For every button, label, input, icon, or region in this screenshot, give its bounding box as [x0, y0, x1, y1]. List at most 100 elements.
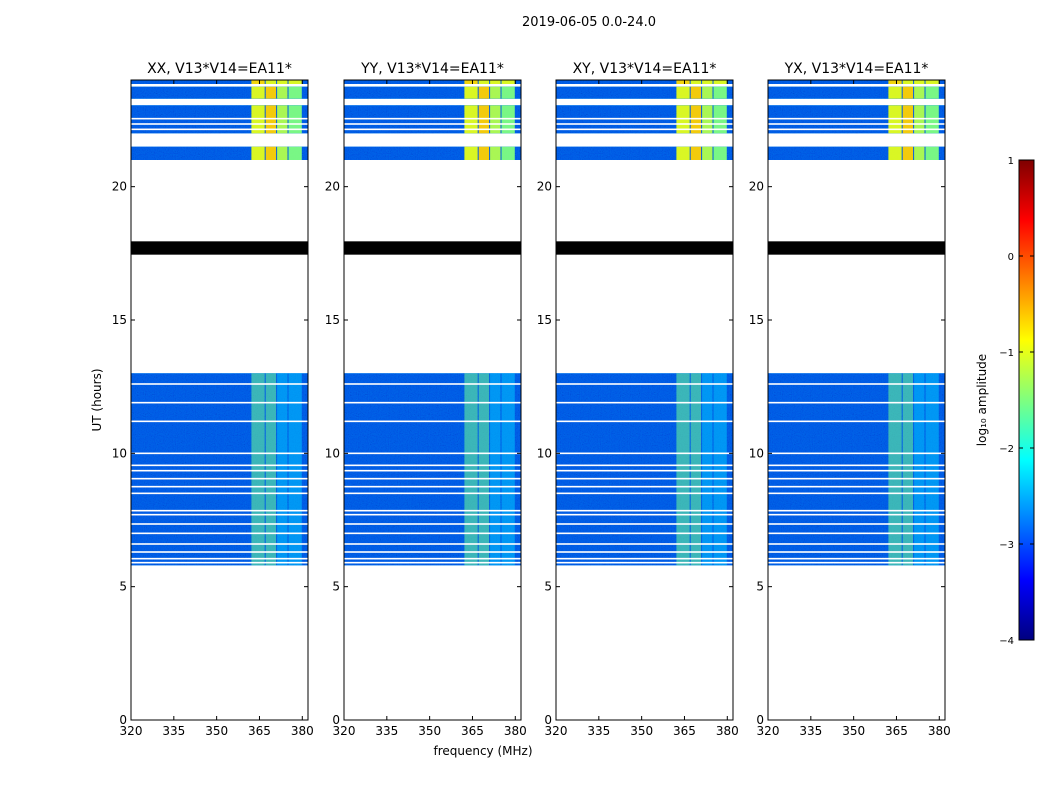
gap-line	[556, 492, 733, 495]
gap-line	[131, 557, 308, 560]
gap-line	[131, 383, 308, 385]
gap-line	[131, 561, 308, 564]
y-tick-label: 20	[537, 180, 552, 194]
rfi-band	[277, 373, 288, 566]
gap-line	[344, 543, 521, 545]
panel-frame	[767, 79, 946, 721]
colorbar: 1 0 −1 −2 −3 −4 log₁₀ amplitude	[975, 156, 1035, 647]
gap-line	[556, 551, 733, 553]
gap-line	[556, 469, 733, 472]
x-tick-label: 320	[120, 724, 143, 738]
data-block-noise	[556, 80, 733, 84]
gap-line	[556, 383, 733, 385]
rfi-band	[501, 146, 515, 160]
rfi-band	[888, 86, 902, 99]
x-tick-label: 380	[716, 724, 739, 738]
rfi-band	[490, 80, 501, 84]
rfi-band	[490, 373, 501, 566]
data-block-noise	[768, 80, 945, 84]
gap-line	[344, 383, 521, 385]
gap-line	[131, 464, 308, 467]
gap-line	[768, 401, 945, 404]
colorbar-tick-label: −2	[999, 444, 1014, 455]
gap-line	[344, 485, 521, 488]
x-tick-label: 380	[291, 724, 314, 738]
x-tick-label: 335	[799, 724, 822, 738]
gap-line	[768, 523, 945, 525]
colorbar-tick-label: −3	[999, 540, 1014, 551]
rfi-band	[277, 146, 288, 160]
rfi-band	[265, 80, 277, 84]
rfi-band	[676, 80, 690, 84]
y-tick-label: 20	[749, 180, 764, 194]
gap-line	[131, 523, 308, 525]
gap-line	[556, 523, 733, 525]
y-tick-label: 5	[119, 580, 127, 594]
y-tick-label: 5	[756, 580, 764, 594]
y-tick-label: 15	[112, 313, 127, 327]
gap-line	[344, 523, 521, 525]
x-tick-label: 335	[162, 724, 185, 738]
rfi-band	[478, 86, 490, 99]
gap-line	[344, 401, 521, 404]
y-tick-label: 0	[119, 713, 127, 727]
rfi-band	[925, 146, 939, 160]
x-tick-label: 320	[545, 724, 568, 738]
rfi-band	[690, 86, 702, 99]
gap-line	[344, 128, 521, 131]
rfi-band	[914, 373, 925, 566]
colorbar-label: log₁₀ amplitude	[975, 354, 989, 446]
rfi-band	[888, 146, 902, 160]
gap-line	[344, 477, 521, 480]
gap-line	[344, 123, 521, 125]
gap-line	[131, 128, 308, 131]
rfi-band	[690, 146, 702, 160]
figure-suptitle: 2019-06-05 0.0-24.0	[522, 15, 656, 30]
x-tick-label: 365	[248, 724, 271, 738]
rfi-band	[501, 80, 515, 84]
x-tick-label: 335	[375, 724, 398, 738]
gap-line	[768, 117, 945, 120]
x-tick-label: 380	[928, 724, 951, 738]
y-tick-label: 0	[756, 713, 764, 727]
rfi-band	[925, 80, 939, 84]
colorbar-tick-label: −4	[999, 636, 1014, 647]
gap-line	[131, 420, 308, 423]
rfi-band	[702, 146, 713, 160]
gap-line	[556, 128, 733, 131]
gap-line	[768, 557, 945, 560]
gap-line	[768, 123, 945, 125]
panel-frame	[343, 79, 522, 721]
rfi-band	[265, 86, 277, 99]
gap-line	[768, 561, 945, 564]
gap-line	[556, 561, 733, 564]
gap-line	[556, 532, 733, 535]
y-tick-label: 10	[749, 446, 764, 460]
gap-line	[768, 551, 945, 553]
gap-line	[556, 485, 733, 488]
gap-line	[131, 401, 308, 404]
rfi-band	[914, 146, 925, 160]
gap-line	[768, 513, 945, 516]
gap-line	[768, 543, 945, 545]
rfi-band	[478, 373, 490, 566]
flagged-row	[131, 241, 308, 255]
rfi-band	[464, 86, 478, 99]
y-tick-label: 10	[537, 446, 552, 460]
gap-line	[556, 123, 733, 125]
gap-line	[768, 420, 945, 423]
y-tick-label: 10	[112, 446, 127, 460]
colorbar-tick-label: −1	[999, 348, 1014, 359]
panels-group: XX, V13*V14=EA11* 320 335 350 365 380 0 5 10 15 20…	[112, 61, 951, 738]
y-tick-label: 20	[325, 180, 340, 194]
gap-line	[344, 420, 521, 423]
gap-line	[131, 123, 308, 125]
gap-line	[556, 477, 733, 480]
rfi-band	[265, 146, 277, 160]
y-tick-label: 10	[325, 446, 340, 460]
colorbar-tick-label: 0	[1008, 252, 1014, 263]
y-tick-label: 5	[544, 580, 552, 594]
rfi-band	[490, 86, 501, 99]
gap-line	[344, 469, 521, 472]
